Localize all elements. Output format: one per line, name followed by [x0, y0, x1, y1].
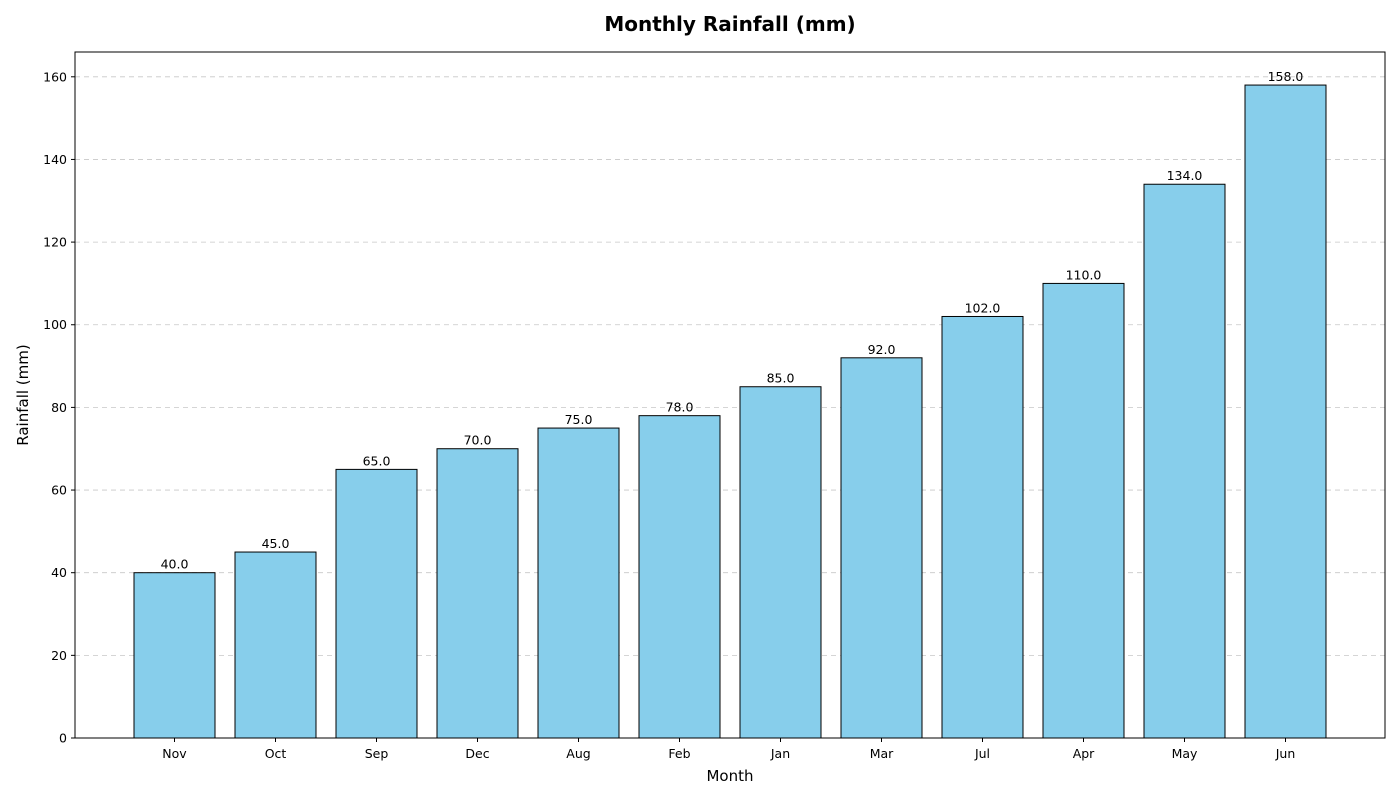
bar-jan — [739, 386, 822, 739]
y-tick-label: 0 — [59, 731, 67, 746]
data-label: 102.0 — [965, 300, 1001, 315]
data-label: 134.0 — [1167, 168, 1203, 183]
bar-apr — [1042, 282, 1125, 739]
bars — [133, 84, 1327, 739]
data-label: 40.0 — [161, 557, 189, 572]
y-tick-label: 60 — [51, 483, 67, 498]
data-label: 78.0 — [666, 400, 694, 415]
bar-oct — [234, 551, 317, 739]
y-tick-label: 80 — [51, 400, 67, 415]
x-tick-label: Feb — [668, 746, 690, 761]
y-tick-label: 40 — [51, 565, 67, 580]
x-tick-label: Mar — [870, 746, 894, 761]
data-labels: 40.0 45.0 65.0 70.0 75.0 78.0 85.0 92.0 102.0 110… — [161, 69, 1304, 572]
x-tick-label: Aug — [566, 746, 590, 761]
data-label: 70.0 — [464, 433, 492, 448]
data-label: 45.0 — [262, 536, 290, 551]
bar-sep — [335, 468, 418, 739]
x-axis: Nov Oct Sep Dec Aug Feb Jan Mar Jul Apr May Jun — [162, 738, 1295, 761]
data-label: 158.0 — [1268, 69, 1304, 84]
x-tick-label: Oct — [265, 746, 287, 761]
x-tick-label: Jul — [974, 746, 990, 761]
x-axis-label: Month — [706, 767, 753, 785]
y-axis: 0 20 40 60 80 100 120 140 160 — [43, 69, 75, 746]
x-tick-label: Dec — [465, 746, 489, 761]
bar-nov — [133, 572, 216, 739]
chart-title: Monthly Rainfall (mm) — [604, 12, 855, 36]
bar-jul — [941, 315, 1024, 739]
y-axis-label: Rainfall (mm) — [14, 344, 32, 445]
bar-dec — [436, 448, 519, 739]
x-tick-label: Sep — [365, 746, 389, 761]
y-tick-label: 120 — [43, 235, 67, 250]
bar-may — [1143, 183, 1226, 739]
y-tick-label: 100 — [43, 317, 67, 332]
data-label: 85.0 — [767, 371, 795, 386]
x-tick-label: May — [1172, 746, 1198, 761]
bar-aug — [537, 427, 620, 739]
y-tick-label: 140 — [43, 152, 67, 167]
x-tick-label: Nov — [162, 746, 187, 761]
x-tick-label: Jan — [770, 746, 790, 761]
bar-mar — [840, 357, 923, 739]
data-label: 75.0 — [565, 412, 593, 427]
bar-jun — [1244, 84, 1327, 739]
data-label: 92.0 — [868, 342, 896, 357]
y-tick-label: 160 — [43, 69, 67, 84]
y-tick-label: 20 — [51, 648, 67, 663]
plot-frame — [74, 51, 1386, 739]
data-label: 65.0 — [363, 453, 391, 468]
data-label: 110.0 — [1066, 267, 1102, 282]
x-tick-label: Apr — [1073, 746, 1095, 761]
bar-feb — [638, 415, 721, 739]
x-tick-label: Jun — [1275, 746, 1296, 761]
